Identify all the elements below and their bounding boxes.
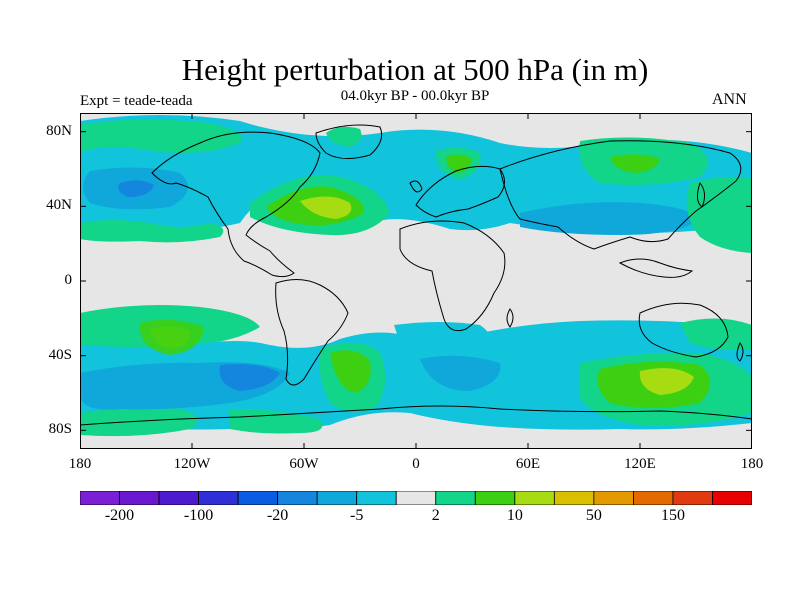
contour-brightgreen-siberia [610,154,660,173]
lat-tick-label: 80S [48,421,72,438]
colorbar-tick-label: -100 [183,507,214,524]
contour-green-nz [680,318,752,351]
contour-blue-asia [520,202,700,235]
colorbar-swatch [435,491,476,505]
contour-green-sc-pac [230,409,323,434]
colorbar-swatch [119,491,160,505]
lat-tick-label: 80N [46,122,72,139]
colorbar-swatch [633,491,674,505]
contour-bg-spac [139,319,204,355]
lon-tick-label: 120E [624,456,656,472]
coast-australia [638,302,729,358]
colorbar-tick-label: -200 [104,507,135,524]
coast-africa [399,220,506,332]
colorbar-swatch [158,491,199,505]
coast-greenland [315,124,383,159]
colorbar-swatch [474,491,516,505]
contour-green-nw [80,119,242,153]
lat-tick-label: 40N [46,197,72,214]
contour-yellowgreen-natl [300,196,352,219]
coastline-layer [80,124,752,426]
contour-bg-satl [330,350,371,393]
colorbar-swatch [712,491,752,505]
colorbar-tick-label: 10 [506,507,523,524]
colorbar-swatch [553,491,595,505]
colorbar-swatch [395,491,437,505]
coast-asia [499,140,742,250]
coast-indonesia [618,258,694,278]
colorbar-tick-label: 50 [585,507,602,524]
contour-green-wpac [686,176,752,253]
colorbar-swatch [593,491,634,505]
contour-blue-sind [420,355,501,391]
lon-tick-label: 0 [412,456,420,472]
coast-antarctica [80,405,752,426]
colorbar-tick-label: -5 [350,507,364,524]
period-label: 04.0kyr BP - 00.0kyr BP [340,88,490,104]
lon-tick-label: 180 [68,456,92,472]
coast-madagascar [506,308,514,328]
colorbar-tick-label: 150 [660,507,685,524]
colorbar-swatch [514,491,555,505]
contour-yg-aus [639,368,694,395]
colorbar-swatch [198,491,239,505]
colorbar-tick-label: -20 [266,507,289,524]
coast-nz [736,342,744,362]
colorbar-swatch [237,491,279,505]
coast-europe [415,165,505,218]
contour-green-spac-belt [80,407,198,437]
coast-japan [696,181,706,208]
world-map [80,113,752,449]
lon-tick-label: 60W [289,456,319,472]
lon-tick-label: 120W [173,456,211,472]
coast-north-america [151,131,321,278]
lat-tick-label: 0 [64,272,73,288]
tick-marks [80,113,752,449]
contour-green-arctic [326,126,362,147]
colorbar-swatch [672,491,713,505]
colorbar-swatch [277,491,318,505]
experiment-label: Expt = teade-teada [80,93,193,109]
colorbar [80,491,752,505]
contour-darkblue-sw-pac [219,364,280,391]
season-label: ANN [712,91,747,108]
map-title: Height perturbation at 500 hPa (in m) [181,52,649,87]
colorbar-swatch [80,491,120,505]
colorbar-swatch [356,491,397,505]
coast-uk [409,180,423,193]
contour-fill-layer [80,115,752,437]
lat-tick-label: 40S [48,346,72,363]
colorbar-tick-label: 2 [431,507,440,524]
colorbar-swatch [316,491,358,505]
contour-blue-npac-core [118,180,154,197]
lon-tick-label: 60E [515,456,541,472]
coast-south-america [275,279,349,386]
lon-tick-label: 180 [740,456,764,472]
contour-green-npac-south [80,220,224,243]
